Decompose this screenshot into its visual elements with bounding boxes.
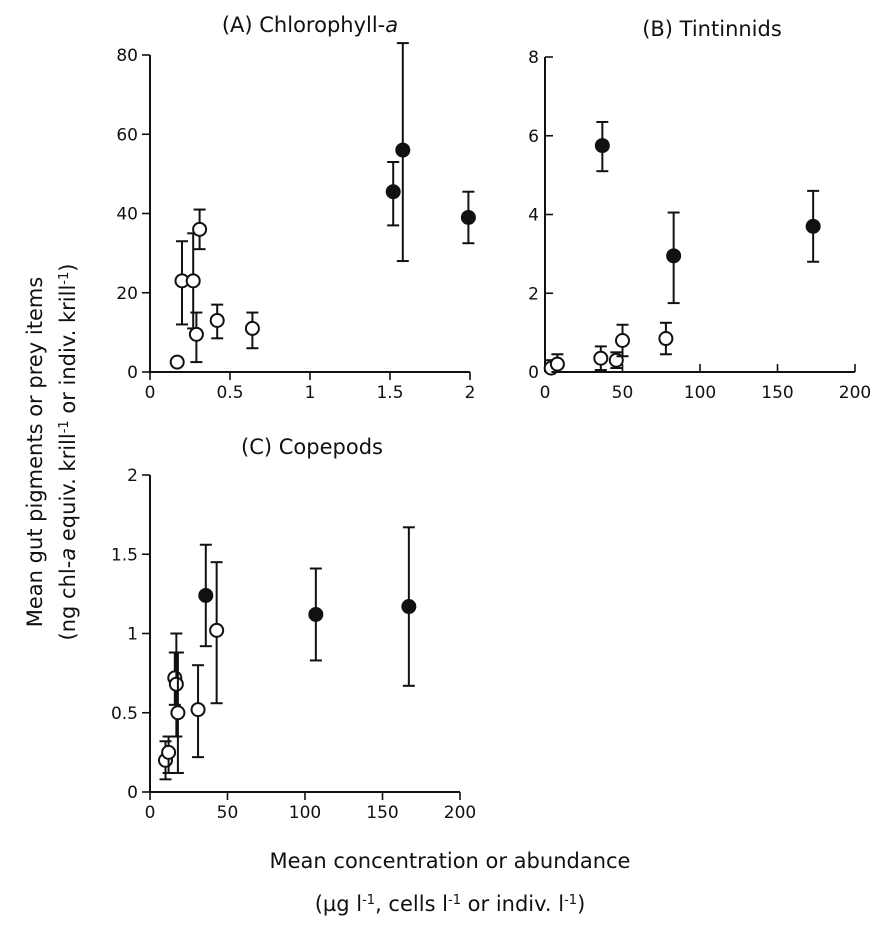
data-point-open (170, 705, 186, 721)
y-tick-label: 2 (528, 284, 539, 304)
data-point-open (190, 702, 206, 718)
panel-a-chlorophyll: 0 20 40 60 80 0 0.5 1 1.5 2 (A) Chlorophyll-a (116, 13, 476, 403)
y-tick-label: 0 (127, 783, 138, 803)
data-point-open (192, 221, 208, 237)
x-tick-label: 0.5 (216, 383, 243, 403)
data-point-open (658, 331, 674, 347)
data-point-filled (594, 138, 610, 154)
data-point-open (168, 676, 184, 692)
data-point-open (244, 320, 260, 336)
x-tick-label: 100 (289, 803, 321, 823)
x-tick-label: 2 (465, 383, 476, 403)
panel-title: (C) Copepods (241, 435, 383, 459)
y-tick-label: 40 (116, 205, 138, 225)
y-tick-label: 0.5 (111, 704, 138, 724)
data-point-open (188, 326, 204, 342)
x-tick-label: 200 (444, 803, 476, 823)
y-tick-label: 80 (116, 46, 138, 66)
y-tick-label: 1 (127, 625, 138, 645)
x-tick-label: 150 (366, 803, 398, 823)
data-point-filled (666, 248, 682, 264)
data-point-filled (308, 606, 324, 622)
y-tick-label: 1.5 (111, 545, 138, 565)
panel-b-tintinnids: 0 2 4 6 8 0 50 100 150 200 (B) Tintinnids (528, 17, 871, 403)
y-tick-label: 60 (116, 125, 138, 145)
data-point-open (615, 333, 630, 348)
x-axis-title-line-2: (µg l-1, cells l-1 or indiv. l-1) (315, 892, 586, 916)
x-tick-label: 0 (145, 803, 156, 823)
y-tick-label: 6 (528, 127, 539, 147)
y-tick-label: 0 (528, 363, 539, 383)
panel-title: (B) Tintinnids (642, 17, 782, 41)
data-point-filled (385, 184, 401, 200)
data-point-filled (460, 209, 476, 225)
data-point-open (593, 350, 609, 366)
data-point-open (209, 312, 225, 328)
panel-c-copepods: 0 0.5 1 1.5 2 0 50 100 150 200 (C) Copepods (111, 435, 476, 823)
data-point-open (161, 744, 177, 760)
x-tick-label: 50 (217, 803, 239, 823)
y-tick-label: 20 (116, 284, 138, 304)
y-axis-title-line-1: Mean gut pigments or prey items (23, 277, 47, 628)
y-tick-label: 0 (127, 363, 138, 383)
y-axis-title-line-2: (ng chl-a equiv. krill-1 or indiv. krill… (56, 264, 80, 641)
y-tick-label: 8 (528, 48, 539, 68)
x-axis-title-line-1: Mean concentration or abundance (270, 849, 631, 873)
data-point-filled (395, 142, 411, 158)
data-point-open (185, 273, 201, 289)
x-tick-label: 0 (540, 383, 551, 403)
data-point-open (549, 356, 565, 372)
data-point-filled (198, 587, 214, 603)
data-point-open (209, 622, 225, 638)
x-tick-label: 1.5 (376, 383, 403, 403)
panel-title: (A) Chlorophyll-a (222, 13, 398, 37)
x-tick-label: 0 (145, 383, 156, 403)
x-tick-label: 100 (684, 383, 716, 403)
y-tick-label: 2 (127, 466, 138, 486)
data-point-filled (805, 218, 821, 234)
x-tick-label: 150 (761, 383, 793, 403)
y-tick-label: 4 (528, 206, 539, 226)
data-point-filled (401, 599, 417, 615)
x-tick-label: 50 (612, 383, 634, 403)
data-point-open (169, 354, 185, 370)
x-tick-label: 1 (305, 383, 316, 403)
x-tick-label: 200 (839, 383, 871, 403)
